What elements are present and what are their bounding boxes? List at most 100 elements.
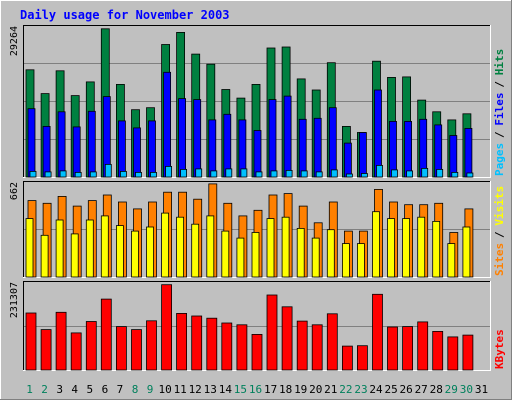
bar-visits-day-7 [116,225,124,278]
bar-pages-day-25 [391,169,398,178]
x-tick-label-1: 1 [26,383,33,396]
legend-separator-2-0: / [493,231,506,238]
bar-visits-day-18 [281,216,290,278]
bar-files-day-10 [163,71,172,178]
bar-pages-day-5 [89,171,97,178]
x-tick-label-13: 13 [204,383,217,396]
x-tick-label-8: 8 [132,383,139,396]
x-tick-label-23: 23 [354,383,367,396]
bar-pages-day-2 [44,171,52,178]
bar-files-day-1 [27,108,36,178]
bar-pages-day-26 [406,170,414,178]
bar-files-day-11 [178,98,187,178]
bar-kbytes-day-21 [326,313,338,371]
bar-kbytes-day-17 [266,294,278,371]
x-tick-label-30: 30 [460,383,473,396]
x-tick-label-3: 3 [56,383,63,396]
bar-files-day-3 [57,111,66,178]
bar-pages-day-17 [270,170,278,178]
legend-separator-1-1: / [493,81,506,88]
x-tick-label-11: 11 [174,383,187,396]
bar-kbytes-day-10 [161,284,173,371]
bar-visits-day-20 [311,237,320,278]
bar-visits-day-22 [341,243,350,278]
bar-visits-day-3 [55,219,64,278]
x-tick-label-28: 28 [430,383,443,396]
bar-pages-day-7 [120,170,127,178]
bar-visits-day-11 [176,216,185,278]
bar-kbytes-day-26 [402,326,414,371]
bar-kbytes-day-20 [311,324,323,371]
bar-visits-day-14 [221,230,230,278]
bar-files-day-23 [358,132,367,178]
bar-files-day-30 [464,127,473,178]
bar-visits-day-1 [25,218,34,278]
bar-visits-day-9 [146,226,154,278]
bar-pages-day-1 [29,170,37,178]
bar-kbytes-day-19 [296,320,308,371]
y-max-label-2: 662 [9,182,20,200]
bar-pages-day-14 [225,168,233,178]
bar-pages-day-19 [300,170,308,178]
bar-files-day-19 [298,118,307,178]
x-tick-label-6: 6 [102,383,109,396]
bar-pages-day-18 [285,169,293,178]
y-max-label-1: 29264 [9,26,20,56]
x-tick-label-10: 10 [158,383,171,396]
bar-visits-day-10 [161,212,170,278]
bar-pages-day-11 [180,168,188,178]
bar-pages-day-9 [150,171,157,178]
bar-visits-day-5 [85,219,94,278]
bar-pages-day-6 [104,163,112,178]
bar-files-day-8 [133,127,141,178]
legend-pages: Pages [493,143,506,176]
bar-kbytes-day-27 [417,321,429,371]
bar-files-day-16 [253,130,262,178]
x-tick-label-7: 7 [117,383,124,396]
bar-kbytes-day-8 [131,329,142,371]
bar-visits-day-2 [40,234,49,278]
bar-files-day-17 [268,99,277,178]
bar-kbytes-day-11 [176,312,188,371]
bar-files-day-25 [389,121,397,178]
bar-kbytes-day-28 [432,330,444,371]
chart-title: Daily usage for November 2003 [20,8,230,22]
bar-visits-day-30 [462,226,471,278]
x-tick-label-15: 15 [234,383,247,396]
bar-kbytes-day-4 [70,332,82,371]
bar-files-day-4 [72,126,81,178]
bar-kbytes-day-29 [447,336,459,371]
bar-visits-day-16 [251,232,260,278]
bar-pages-day-24 [376,164,383,178]
bar-kbytes-day-23 [356,345,368,371]
x-tick-label-16: 16 [249,383,262,396]
bar-pages-day-3 [59,170,67,178]
y-max-label-3: 231307 [9,282,20,318]
bar-files-day-29 [449,135,458,178]
bar-visits-day-6 [100,215,109,278]
bar-kbytes-day-14 [221,322,233,371]
bar-kbytes-day-15 [236,324,248,371]
bar-visits-day-24 [372,211,380,278]
bar-files-day-9 [148,120,156,178]
bar-kbytes-day-25 [387,326,398,371]
bar-pages-day-21 [330,169,338,178]
bar-files-day-26 [404,121,413,178]
bar-kbytes-day-3 [55,311,67,371]
x-tick-label-12: 12 [189,383,202,396]
bar-pages-day-29 [451,171,459,178]
bar-kbytes-day-2 [40,329,52,371]
bar-files-day-14 [223,113,232,178]
bar-pages-day-13 [210,170,218,178]
bar-visits-day-27 [417,216,426,278]
bar-files-day-24 [374,89,382,178]
bar-files-day-7 [118,120,126,178]
x-tick-label-31: 31 [475,383,488,396]
bar-pages-day-8 [135,171,142,178]
bar-kbytes-day-30 [462,334,474,371]
x-tick-label-24: 24 [369,383,383,396]
bar-visits-day-4 [70,233,79,278]
bar-kbytes-day-13 [206,317,218,371]
x-tick-label-5: 5 [86,383,93,396]
x-tick-label-19: 19 [294,383,307,396]
